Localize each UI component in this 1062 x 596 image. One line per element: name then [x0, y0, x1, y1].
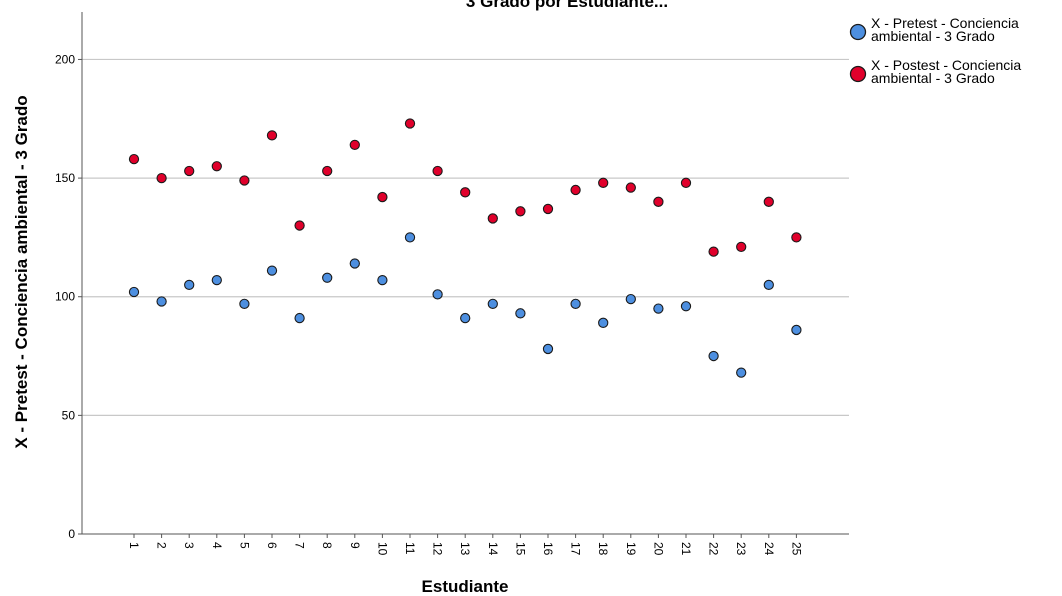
y-tick-label: 150 [55, 171, 75, 185]
x-tick-label: 2 [155, 542, 169, 549]
data-point-series-2 [515, 206, 526, 217]
y-tick-labels: 0 50 100 150 200 [55, 52, 82, 541]
data-point-series-2 [680, 177, 692, 188]
x-tick-label: 22 [707, 542, 721, 556]
data-point-series-1 [653, 303, 664, 314]
x-tick-label: 1 [127, 542, 141, 549]
y-tick-label: 200 [55, 52, 75, 66]
legend-label-series-2: ambiental - 3 Grado [871, 70, 995, 86]
data-point-series-2 [598, 177, 609, 188]
x-tick-label: 21 [679, 542, 693, 556]
x-tick-labels: 1 2 3 4 5 6 7 8 9 10 11 12 13 14 15 16 17 18 19 20 21 22 23 24 2… [127, 534, 803, 556]
y-tick-label: 100 [55, 290, 75, 304]
data-point-series-2 [294, 220, 305, 231]
data-point-series-1 [763, 279, 774, 291]
x-tick-label: 11 [403, 542, 417, 555]
data-point-series-2 [349, 139, 360, 151]
data-point-series-2 [128, 153, 140, 165]
data-point-series-1 [349, 258, 360, 269]
data-point-series-1 [377, 274, 388, 286]
x-tick-label: 18 [596, 542, 610, 556]
data-point-series-2 [460, 187, 471, 198]
legend-label-series-1: X - Pretest - Conciencia [871, 15, 1019, 31]
x-tick-label: 17 [569, 542, 583, 556]
data-point-series-1 [128, 286, 140, 298]
data-point-series-1 [708, 350, 719, 362]
axes [81, 12, 849, 535]
data-point-series-1 [432, 289, 443, 300]
legend-label-series-1: ambiental - 3 Grado [871, 28, 995, 44]
x-tick-label: 20 [651, 542, 665, 556]
x-tick-label: 3 [182, 542, 196, 549]
data-point-series-2 [736, 241, 747, 253]
data-point-series-1 [460, 312, 471, 324]
chart-title: 3 Grado por Estudiante... [466, 0, 668, 11]
data-point-series-2 [266, 130, 278, 141]
y-tick-label: 0 [68, 527, 75, 541]
x-tick-label: 13 [458, 542, 472, 556]
data-point-series-2 [377, 191, 388, 203]
data-point-series-2 [570, 184, 581, 196]
data-point-series-2 [653, 196, 664, 207]
y-tick-label: 50 [62, 408, 76, 422]
data-point-series-2 [156, 172, 167, 184]
data-point-series-1 [294, 312, 305, 324]
data-point-series-1 [184, 279, 195, 291]
data-point-series-1 [322, 272, 333, 283]
data-points [128, 118, 802, 378]
data-point-series-1 [680, 301, 692, 312]
data-point-series-2 [239, 175, 250, 186]
data-point-series-2 [542, 203, 554, 215]
data-point-series-2 [184, 165, 195, 177]
data-point-series-1 [239, 298, 250, 309]
data-point-series-2 [211, 161, 222, 172]
x-tick-label: 9 [348, 542, 362, 549]
data-point-series-2 [432, 165, 443, 177]
x-tick-label: 12 [431, 542, 445, 556]
x-tick-label: 6 [265, 542, 279, 549]
data-point-series-1 [570, 298, 581, 309]
data-point-series-1 [156, 296, 167, 307]
x-axis-title: Estudiante [422, 577, 509, 596]
data-point-series-1 [266, 265, 278, 276]
gridlines [82, 58, 849, 416]
x-tick-label: 23 [734, 542, 748, 556]
data-point-series-2 [322, 165, 333, 177]
data-point-series-1 [542, 343, 554, 355]
y-axis-title: X - Pretest - Conciencia ambiental - 3 G… [12, 95, 31, 448]
data-point-series-1 [404, 232, 416, 243]
data-point-series-1 [598, 317, 609, 328]
x-tick-label: 14 [486, 542, 500, 556]
data-point-series-1 [515, 308, 526, 319]
legend-marker-series-2 [849, 65, 867, 83]
data-point-series-1 [487, 298, 498, 309]
data-point-series-2 [625, 182, 636, 193]
data-point-series-1 [625, 293, 636, 305]
x-tick-label: 4 [210, 542, 224, 549]
data-point-series-1 [211, 274, 222, 286]
legend-marker-series-1 [849, 23, 867, 41]
data-point-series-2 [487, 213, 498, 224]
legend-label-series-2: X - Postest - Conciencia [871, 57, 1021, 73]
data-point-series-1 [736, 367, 747, 378]
x-tick-label: 25 [789, 542, 803, 556]
x-tick-label: 7 [293, 542, 307, 549]
x-tick-label: 10 [375, 542, 389, 556]
x-tick-label: 24 [762, 542, 776, 556]
x-tick-label: 8 [320, 542, 334, 549]
data-point-series-2 [404, 118, 416, 129]
x-tick-label: 15 [513, 542, 527, 556]
data-point-series-1 [791, 324, 802, 336]
x-tick-label: 19 [624, 542, 638, 556]
data-point-series-2 [791, 232, 802, 243]
x-tick-label: 16 [541, 542, 555, 556]
data-point-series-2 [708, 246, 719, 257]
x-tick-label: 5 [237, 542, 251, 549]
data-point-series-2 [763, 196, 774, 207]
